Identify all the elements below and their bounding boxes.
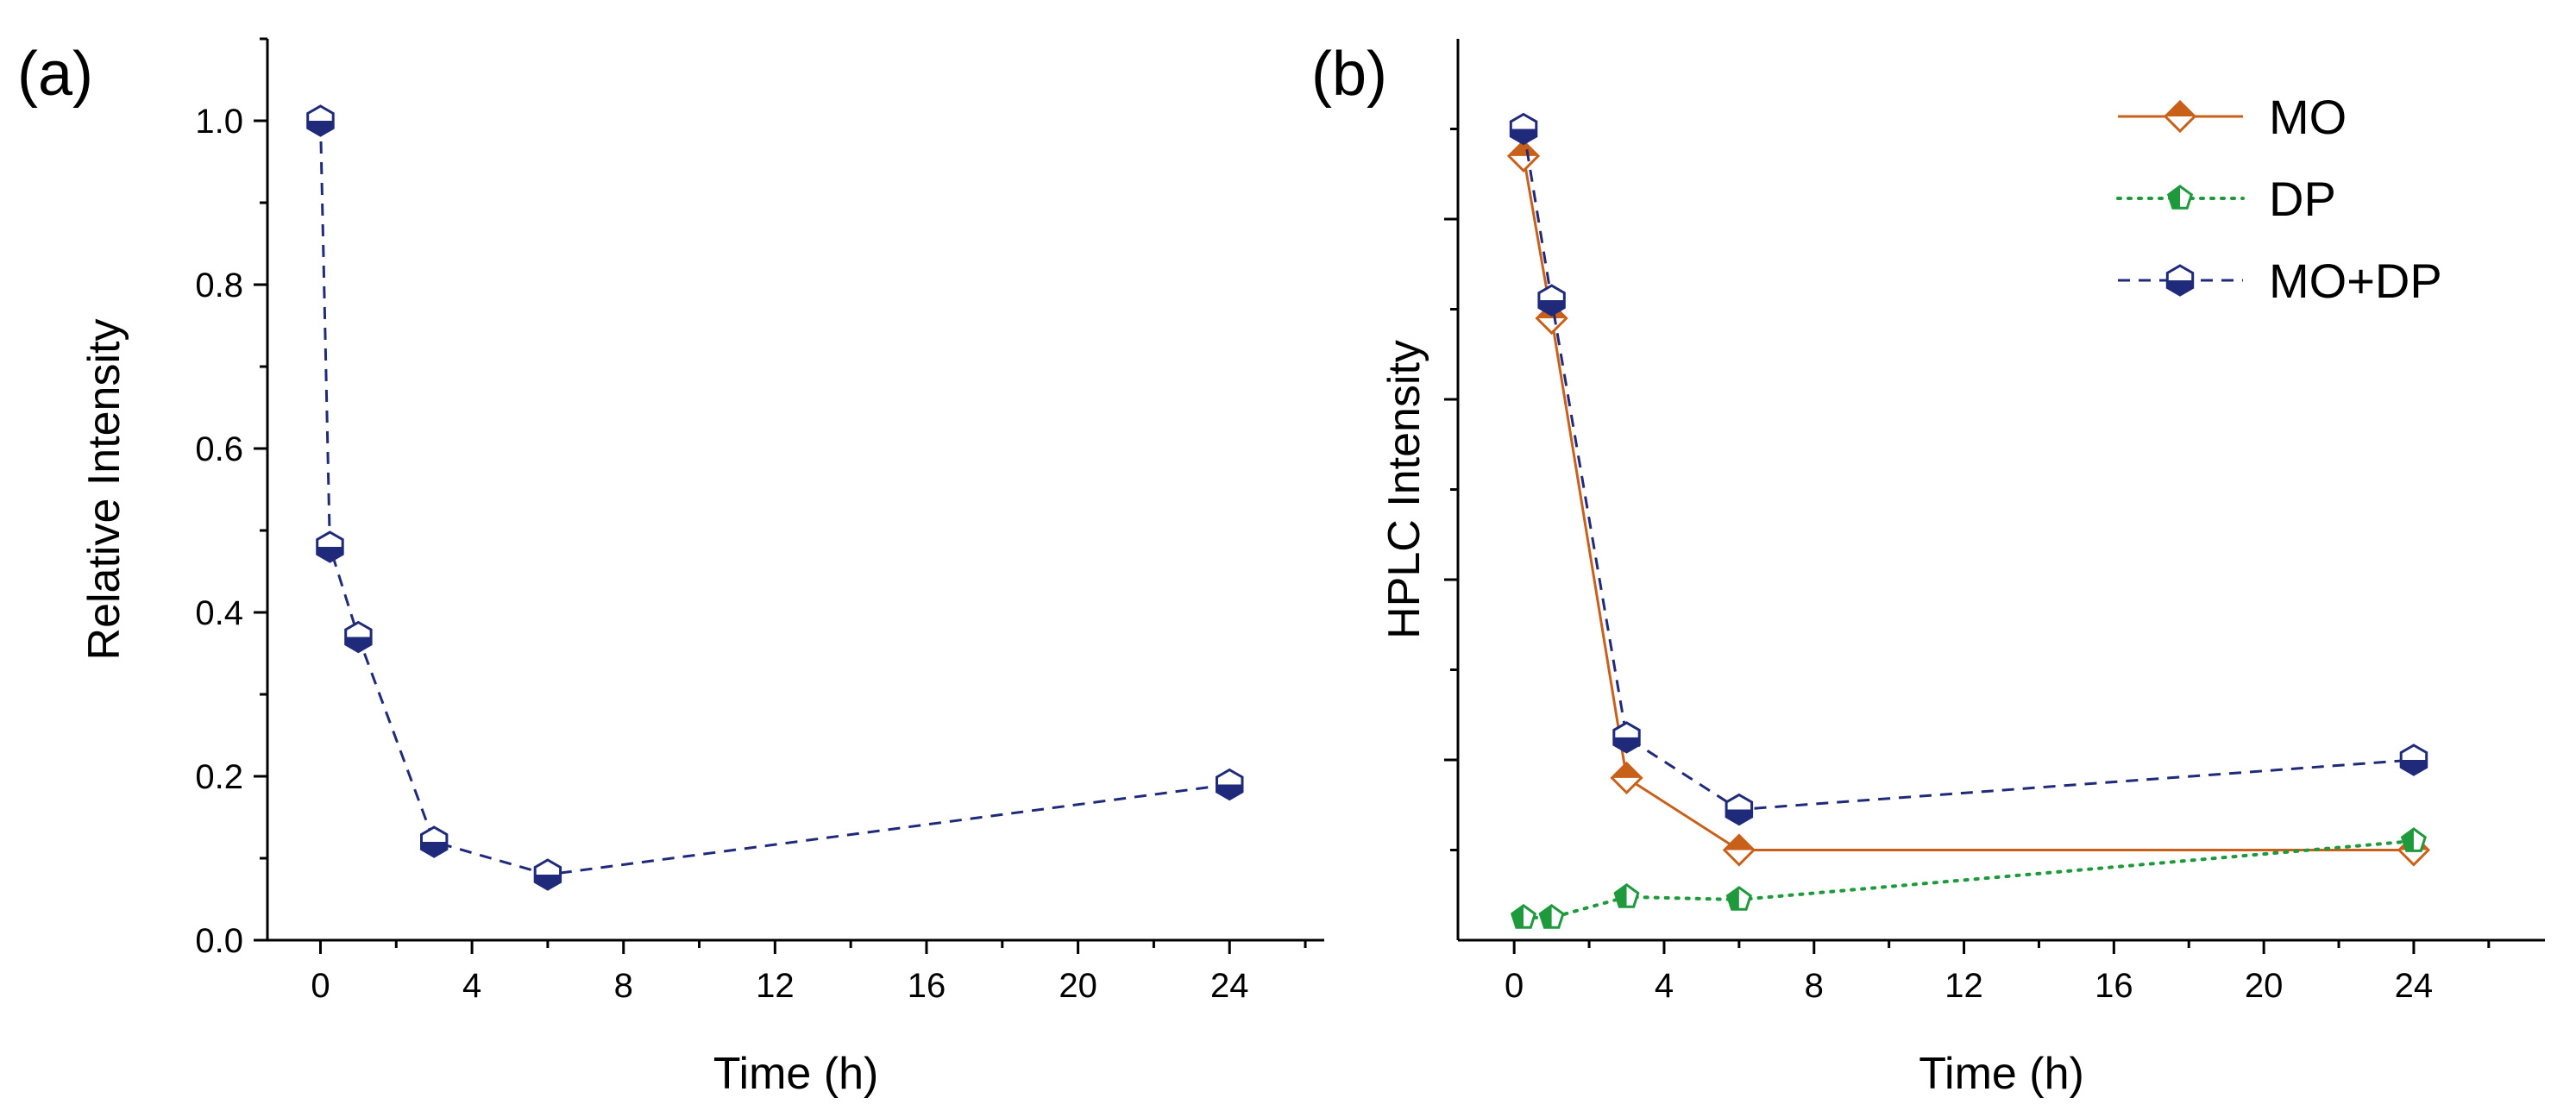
x-tick-label: 0 [1505,967,1524,1005]
x-tick-label: 16 [2095,967,2133,1005]
legend-label: MO+DP [2269,254,2442,308]
panel-label: (a) [17,40,93,109]
x-axis-title: Time (h) [713,1049,879,1099]
x-tick-label: 0 [311,967,330,1005]
y-tick-label: 1.0 [195,103,243,141]
x-tick-label: 4 [462,967,481,1005]
data-point [1612,721,1641,754]
data-point [1538,904,1565,929]
x-tick-label: 24 [2395,967,2434,1005]
data-point [1509,112,1538,146]
data-point [420,825,449,858]
x-tick-label: 8 [1805,967,1824,1005]
x-tick-label: 8 [614,967,633,1005]
data-point [2400,827,2427,852]
legend-item: MO+DP [2118,254,2442,308]
x-tick-label: 12 [1945,967,1983,1005]
series-mo-dp [306,104,1244,891]
legend-marker [2165,264,2195,297]
data-point [1610,761,1643,795]
legend: MO DP MO+DP [2116,90,2442,308]
legend-item: MO [2118,90,2347,144]
x-tick-label: 12 [756,967,795,1005]
series-line [319,120,1230,876]
data-point [316,530,344,563]
data-point [1510,904,1537,929]
panel-a: 0 4 8 12 16 20 24 0.0 0.2 0.4 0.6 0.8 1.0 Time (h) Rel… [17,37,1324,1099]
x-tick-label: 20 [2245,967,2284,1005]
y-tick-label: 0.6 [195,430,243,468]
panel-b: 0 4 8 12 16 20 24 Time (h) HPLC Intensity (b) MO DP… [1311,39,2545,1099]
data-point [1725,793,1754,826]
y-axis-title: HPLC Intensity [1379,340,1429,639]
y-tick-label: 0.0 [195,922,243,960]
y-tick-label: 0.4 [195,594,243,632]
series-line [1522,129,2415,812]
legend-label: MO [2269,90,2347,144]
y-tick-label: 0.8 [195,267,243,304]
data-point [306,104,335,137]
data-point [533,858,562,891]
legend-marker [2166,185,2194,210]
x-axis-title: Time (h) [1919,1049,2084,1099]
x-tick-label: 4 [1655,967,1674,1005]
data-point [1537,284,1566,317]
x-tick-label: 20 [1059,967,1097,1005]
x-tick-label: 24 [1210,967,1249,1005]
legend-item: DP [2116,172,2336,226]
data-point [1216,768,1244,801]
legend-label: DP [2269,172,2336,226]
y-axis-title: Relative Intensity [79,319,129,661]
data-point [344,620,373,654]
data-point [1613,882,1640,908]
data-point [2399,744,2428,776]
x-tick-label: 16 [908,967,946,1005]
series-mo [1506,139,2431,867]
panel-label: (b) [1311,40,1387,109]
series-dp [1510,827,2427,929]
legend-marker [2163,99,2197,134]
data-point [1725,886,1752,911]
data-point [1722,833,1756,867]
series-mo-dp [1509,112,2428,826]
y-tick-label: 0.2 [195,758,243,796]
series-line [1522,839,2416,919]
data-point [1506,139,1541,173]
